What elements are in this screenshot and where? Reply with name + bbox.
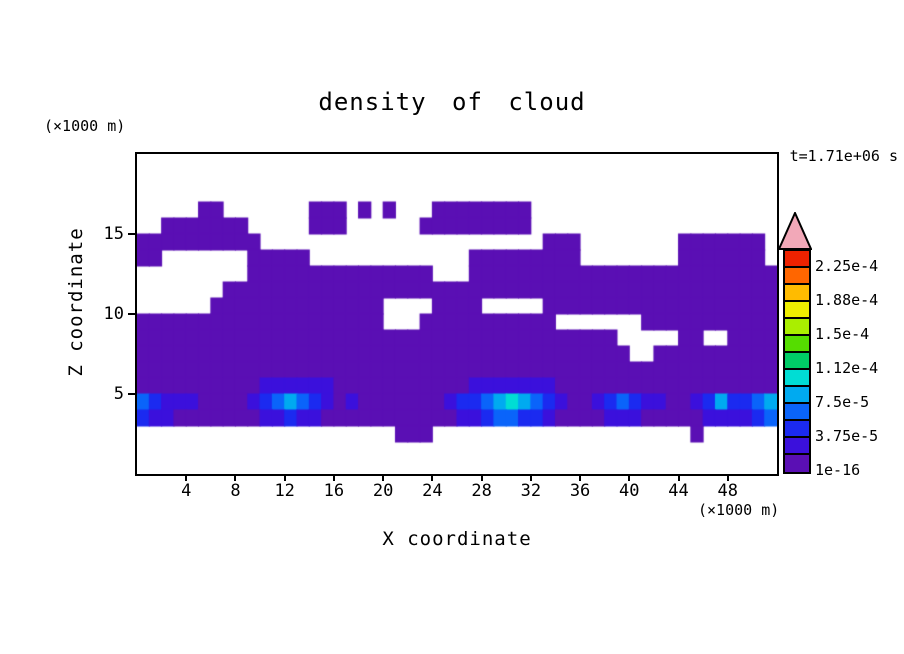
chart-title: density of cloud <box>318 88 586 116</box>
colorbar-segment <box>785 353 809 370</box>
x-tick-label: 40 <box>619 481 640 501</box>
x-tick-label: 20 <box>372 481 394 501</box>
x-tick-mark <box>628 474 631 481</box>
plot-frame <box>135 152 779 476</box>
z-tick-label: 10 <box>103 304 124 324</box>
colorbar-overflow-arrow <box>778 212 812 250</box>
x-tick-label: 16 <box>323 481 345 501</box>
z-tick-label: 5 <box>113 384 124 404</box>
colorbar-segment <box>785 268 809 285</box>
x-tick-mark <box>480 474 483 481</box>
x-tick-mark <box>234 474 237 481</box>
colorbar-segment <box>785 251 809 268</box>
x-tick-mark <box>283 474 286 481</box>
x-tick-mark <box>431 474 434 481</box>
x-tick-mark <box>529 474 532 481</box>
colorbar-segment <box>785 285 809 302</box>
x-tick-label: 32 <box>520 481 542 501</box>
x-tick-label: 44 <box>668 481 689 501</box>
x-tick-label: 8 <box>230 481 241 501</box>
colorbar-segment <box>785 438 809 455</box>
density-heatmap <box>137 154 777 474</box>
colorbar-tick-label: 1.12e-4 <box>815 359 879 377</box>
colorbar <box>783 249 811 474</box>
colorbar-segment <box>785 404 809 421</box>
colorbar-segment <box>785 319 809 336</box>
x-tick-label: 28 <box>471 481 492 501</box>
x-tick-label: 12 <box>274 481 295 501</box>
colorbar-segment <box>785 370 809 387</box>
colorbar-tick-label: 1.88e-4 <box>815 291 879 309</box>
z-axis-title: Z coordinate <box>65 227 87 377</box>
colorbar-segment <box>785 387 809 404</box>
colorbar-tick-label: 2.25e-4 <box>815 257 879 275</box>
colorbar-segment <box>785 455 809 472</box>
colorbar-segment <box>785 336 809 353</box>
x-tick-label: 36 <box>569 481 591 501</box>
x-tick-label: 48 <box>717 481 739 501</box>
x-axis-title: X coordinate <box>382 528 532 550</box>
z-tick-mark <box>128 233 135 235</box>
x-tick-mark <box>726 474 729 481</box>
z-tick-mark <box>128 313 135 315</box>
x-tick-label: 4 <box>181 481 192 501</box>
colorbar-tick-label: 7.5e-5 <box>815 393 870 411</box>
colorbar-tick-label: 3.75e-5 <box>815 427 879 445</box>
x-tick-label: 24 <box>422 481 443 501</box>
x-tick-mark <box>677 474 680 481</box>
z-axis-unit-label: (×1000 m) <box>44 117 126 135</box>
colorbar-segment <box>785 421 809 438</box>
x-tick-mark <box>579 474 582 481</box>
z-tick-label: 15 <box>103 224 124 244</box>
z-tick-mark <box>128 393 135 395</box>
x-tick-mark <box>382 474 385 481</box>
timestamp-label: t=1.71e+06 s <box>789 147 898 165</box>
x-tick-mark <box>185 474 188 481</box>
x-tick-mark <box>332 474 335 481</box>
colorbar-tick-label: 1e-16 <box>815 461 861 479</box>
x-axis-unit-label: (×1000 m) <box>698 501 780 519</box>
colorbar-segment <box>785 302 809 319</box>
colorbar-tick-label: 1.5e-4 <box>815 325 870 343</box>
